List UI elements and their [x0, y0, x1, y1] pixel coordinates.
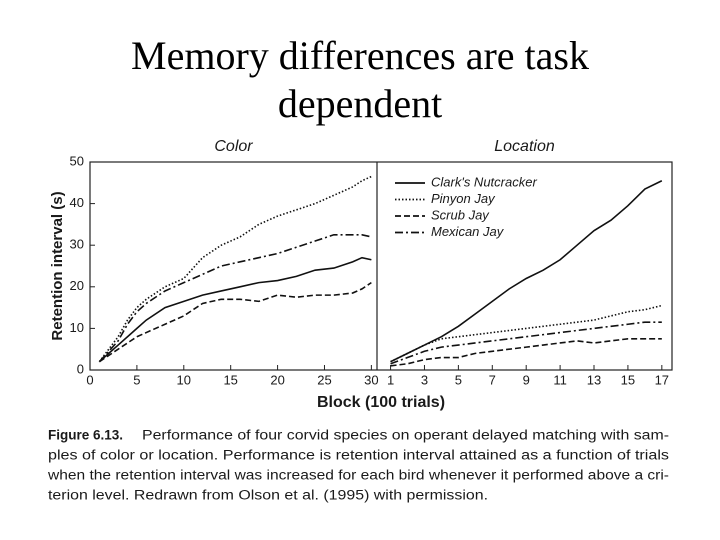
caption-line: ples of color or location. Performance i…	[48, 448, 669, 463]
y-tick-label: 0	[77, 361, 84, 376]
data-line	[390, 180, 663, 363]
slide-title: dependent	[278, 81, 442, 126]
x-tick-label: 0	[86, 372, 93, 387]
data-line	[390, 337, 662, 367]
data-line	[98, 281, 372, 363]
data-line	[390, 321, 662, 365]
x-tick-label: 5	[133, 372, 140, 387]
data-line	[98, 175, 372, 363]
y-axis-label: Retention interval (s)	[49, 191, 66, 340]
panel-title: Color	[214, 138, 253, 155]
x-tick-label: 11	[553, 372, 567, 387]
slide-title: Memory differences are task	[131, 33, 589, 78]
x-tick-label: 17	[655, 372, 669, 387]
x-tick-label: 9	[523, 372, 530, 387]
x-tick-label: 5	[455, 372, 462, 387]
panel-title: Location	[494, 138, 555, 155]
x-tick-label: 13	[587, 372, 601, 387]
x-tick-label: 3	[421, 372, 428, 387]
y-tick-label: 50	[70, 153, 84, 168]
x-tick-label: 25	[317, 372, 331, 387]
y-tick-label: 10	[70, 320, 84, 335]
x-tick-label: 20	[270, 372, 284, 387]
legend-label: Clark's Nutcracker	[431, 174, 537, 189]
x-tick-label: 7	[489, 372, 496, 387]
y-tick-label: 30	[70, 237, 84, 252]
y-tick-label: 40	[70, 195, 84, 210]
x-axis-label: Block (100 trials)	[317, 394, 445, 411]
legend-label: Scrub Jay	[431, 207, 490, 222]
y-tick-label: 20	[70, 278, 84, 293]
data-line	[98, 234, 372, 363]
data-line	[98, 256, 372, 363]
caption-label: Figure 6.13.	[48, 428, 123, 443]
legend-label: Pinyon Jay	[431, 191, 496, 206]
legend-label: Mexican Jay	[431, 224, 505, 239]
caption-line: Performance of four corvid species on op…	[142, 428, 669, 443]
x-tick-label: 1	[387, 372, 394, 387]
caption-line: when the retention interval was increase…	[47, 468, 669, 483]
x-tick-label: 30	[364, 372, 378, 387]
caption-line: terion level. Redrawn from Olson et al. …	[48, 488, 488, 503]
plot-frame	[89, 161, 673, 371]
x-tick-label: 15	[223, 372, 237, 387]
data-line	[390, 304, 663, 363]
x-tick-label: 15	[621, 372, 635, 387]
x-tick-label: 10	[177, 372, 191, 387]
